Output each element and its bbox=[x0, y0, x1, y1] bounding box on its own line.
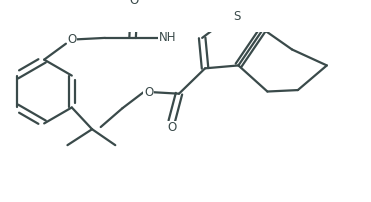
Text: NH: NH bbox=[159, 31, 176, 44]
Text: O: O bbox=[67, 33, 76, 46]
Text: O: O bbox=[167, 121, 176, 134]
Text: S: S bbox=[233, 10, 241, 23]
Text: O: O bbox=[144, 86, 153, 99]
Text: O: O bbox=[129, 0, 139, 7]
